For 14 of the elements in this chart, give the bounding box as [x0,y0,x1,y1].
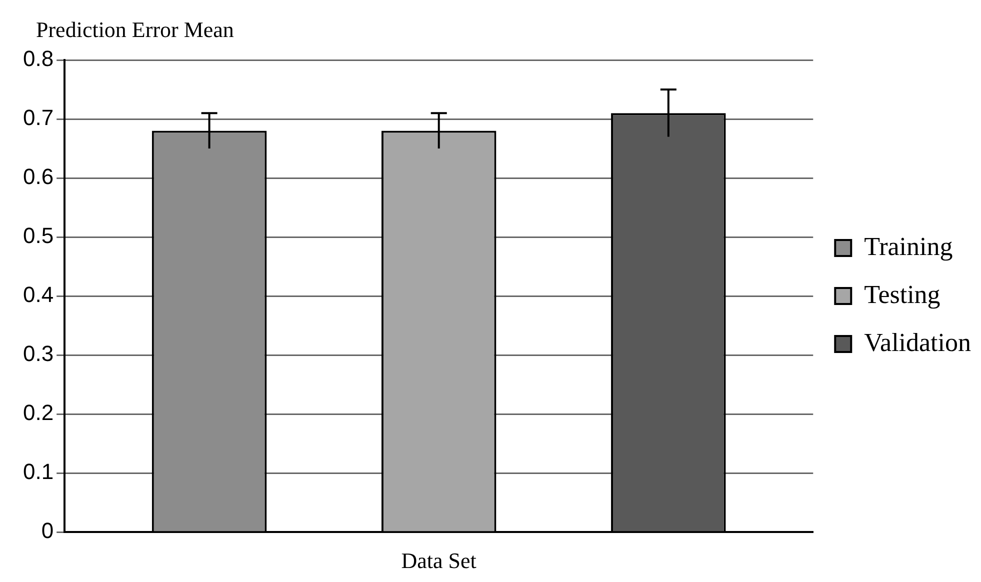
legend-label: Validation [864,328,972,357]
y-tick-label: 0.1 [22,459,54,484]
x-axis-title: Data Set [401,548,476,573]
y-tick-label: 0.5 [22,223,54,248]
y-tick-label: 0.7 [22,105,54,130]
y-tick-label: 0.8 [22,46,54,72]
y-tick-label: 0.4 [22,282,54,308]
legend-label: Training [864,232,953,261]
y-tick-label: 0.6 [22,164,54,190]
y-tick-label: 0.3 [22,341,54,366]
legend-label: Testing [864,280,940,309]
chart-title: Prediction Error Mean [36,17,234,42]
y-tick-label: 0 [41,518,54,544]
y-tick-label: 0.2 [22,400,54,426]
